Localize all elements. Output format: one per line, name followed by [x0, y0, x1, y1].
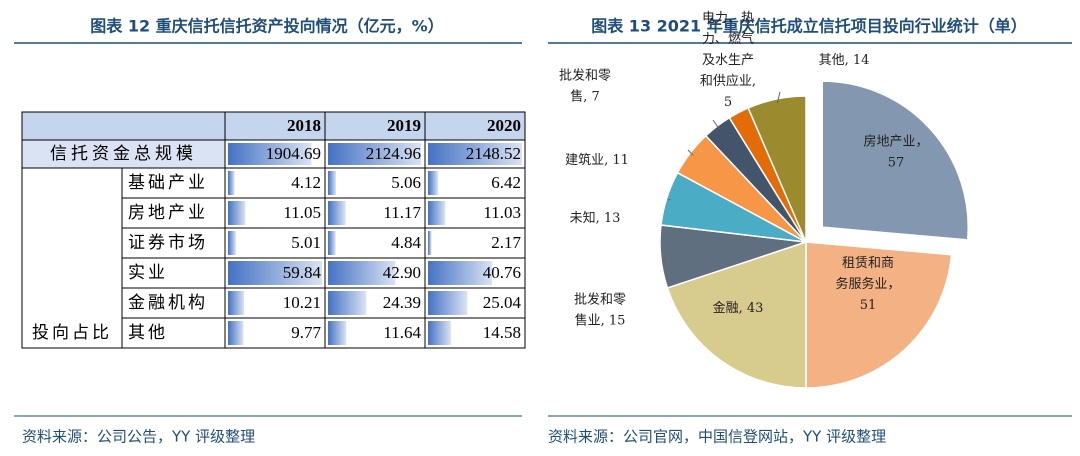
- leader-line: [776, 91, 781, 104]
- cell-value: 11.17: [383, 203, 421, 222]
- pie-slice: [747, 95, 807, 243]
- table-cell: [21, 111, 226, 141]
- table-cell: [424, 227, 526, 259]
- row-label: 金融机构: [128, 293, 208, 312]
- data-label: 租赁和商务服务业， 51: [835, 256, 900, 313]
- data-bar: [228, 261, 322, 285]
- data-bar: [328, 231, 336, 255]
- data-bar: [428, 231, 432, 255]
- leader-line: [687, 149, 694, 156]
- group-label: 投向占比: [32, 323, 112, 342]
- cell-value: 42.90: [383, 263, 421, 282]
- column-header: 2018: [287, 116, 321, 135]
- data-label: 电力、热力、燃气及水生产和供应业, 5: [700, 11, 756, 110]
- data-label: 建筑业, 11: [565, 152, 629, 168]
- leader-line: [712, 119, 720, 130]
- cell-value: 4.12: [291, 173, 321, 192]
- table-cell: [224, 227, 326, 259]
- row-label: 房地产业: [128, 203, 208, 222]
- table-cell: [424, 111, 526, 141]
- data-bar: [328, 261, 396, 285]
- table-cell: [21, 167, 123, 349]
- data-bar: [428, 143, 522, 165]
- chart-title: 图表 13 2021 年重庆信托成立信托项目投向行业统计（单）: [591, 17, 1027, 36]
- data-bar: [428, 291, 468, 315]
- pie-slice: [821, 80, 969, 241]
- cell-value: 2124.96: [366, 144, 421, 163]
- cell-value: 1904.69: [266, 144, 321, 163]
- data-bar: [328, 171, 336, 195]
- cell-value: 5.01: [291, 233, 321, 252]
- data-bar: [328, 291, 367, 315]
- cell-value: 11.03: [483, 203, 521, 222]
- data-label: 金融, 43: [713, 300, 764, 316]
- leader-line: [667, 198, 671, 201]
- row-label: 基础产业: [128, 173, 208, 192]
- cell-value: 6.42: [491, 173, 521, 192]
- data-bar: [228, 201, 246, 225]
- cell-value: 9.77: [291, 323, 321, 342]
- data-bar: [228, 171, 235, 195]
- data-bar: [428, 171, 439, 195]
- row-label: 实业: [128, 263, 168, 282]
- data-bar: [228, 231, 236, 255]
- cell-value: 25.04: [483, 293, 522, 312]
- data-label: 未知, 13: [570, 210, 621, 226]
- data-label: 其他, 14: [819, 53, 870, 68]
- data-bar: [228, 291, 245, 315]
- data-bar: [428, 261, 493, 285]
- data-label: 批发和零售, 7: [559, 67, 611, 104]
- data-bar: [228, 143, 312, 165]
- column-header: 2020: [487, 116, 521, 135]
- row-label: 其他: [128, 323, 168, 342]
- data-label: 批发和零售业, 15: [574, 291, 626, 328]
- row-label: 证券市场: [128, 233, 208, 252]
- cell-value: 11.05: [283, 203, 321, 222]
- data-bar: [228, 321, 244, 345]
- table-cell: [324, 227, 426, 259]
- table-cell: [224, 167, 326, 199]
- cell-value: 2.17: [491, 233, 521, 252]
- data-bar: [428, 321, 451, 345]
- source-note: 资料来源：公司官网，中国信登网站，YY 评级整理: [548, 428, 886, 446]
- data-bar: [328, 321, 347, 345]
- cell-value: 5.06: [391, 173, 421, 192]
- table-cell: [121, 167, 226, 199]
- table-cell: [21, 139, 226, 169]
- table-cell: [121, 287, 226, 319]
- data-bar: [328, 201, 346, 225]
- cell-value: 10.21: [283, 293, 321, 312]
- column-header: 2019: [387, 116, 421, 135]
- row-label: 信托资金总规模: [50, 144, 197, 163]
- data-label: 房地产业， 57: [863, 133, 928, 170]
- cell-value: 24.39: [383, 293, 421, 312]
- table-cell: [121, 227, 226, 259]
- data-bar: [328, 143, 421, 165]
- pie-slice: [805, 241, 953, 389]
- table-cell: [424, 167, 526, 199]
- pie-chart: 房地产业， 57 租赁和商务服务业， 51 金融, 43 批发和零售业, 15 未知, 13…: [559, 11, 969, 389]
- source-note: 资料来源：公司公告，YY 评级整理: [22, 428, 255, 446]
- table-cell: [224, 111, 326, 141]
- cell-value: 40.76: [483, 263, 521, 282]
- cell-value: 4.84: [391, 233, 421, 252]
- cell-value: 11.64: [383, 323, 421, 342]
- cell-value: 59.84: [283, 263, 322, 282]
- table-title: 图表 12 重庆信托信托资产投向情况（亿元，%）: [90, 17, 443, 36]
- pie-slice: [666, 240, 807, 389]
- cell-value: 14.58: [483, 323, 521, 342]
- data-bar: [428, 201, 446, 225]
- cell-value: 2148.52: [466, 144, 521, 163]
